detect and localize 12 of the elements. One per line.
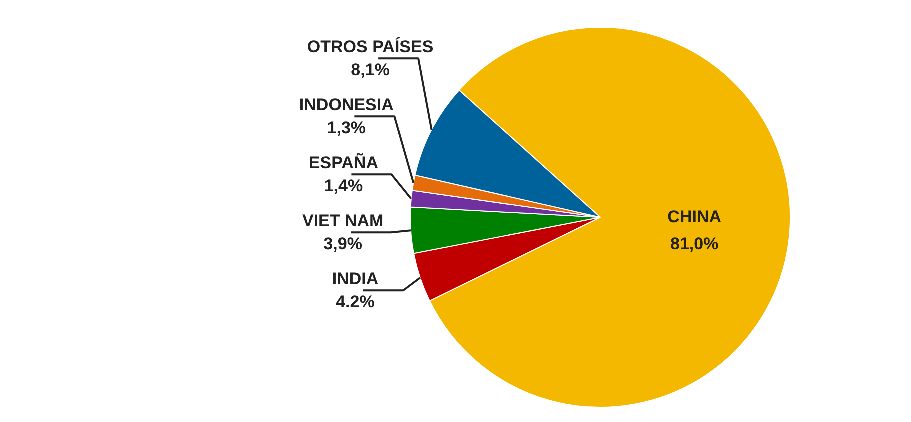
data-label: 1,3% [327,118,366,138]
slice-label: INDONESIA [299,96,394,115]
slice-label: VIET NAM [302,212,384,231]
data-label: 4.2% [336,292,375,312]
slice-label: CHINA [668,208,722,227]
data-label: 8,1% [351,60,390,80]
data-label: 81,0% [670,234,719,254]
slice-label: INDIA [332,270,379,289]
data-label: 3,9% [324,234,362,254]
slice-label: ESPAÑA [308,152,378,173]
data-label: 1,4% [324,176,364,196]
slice-label: OTROS PAÍSES [307,36,434,57]
